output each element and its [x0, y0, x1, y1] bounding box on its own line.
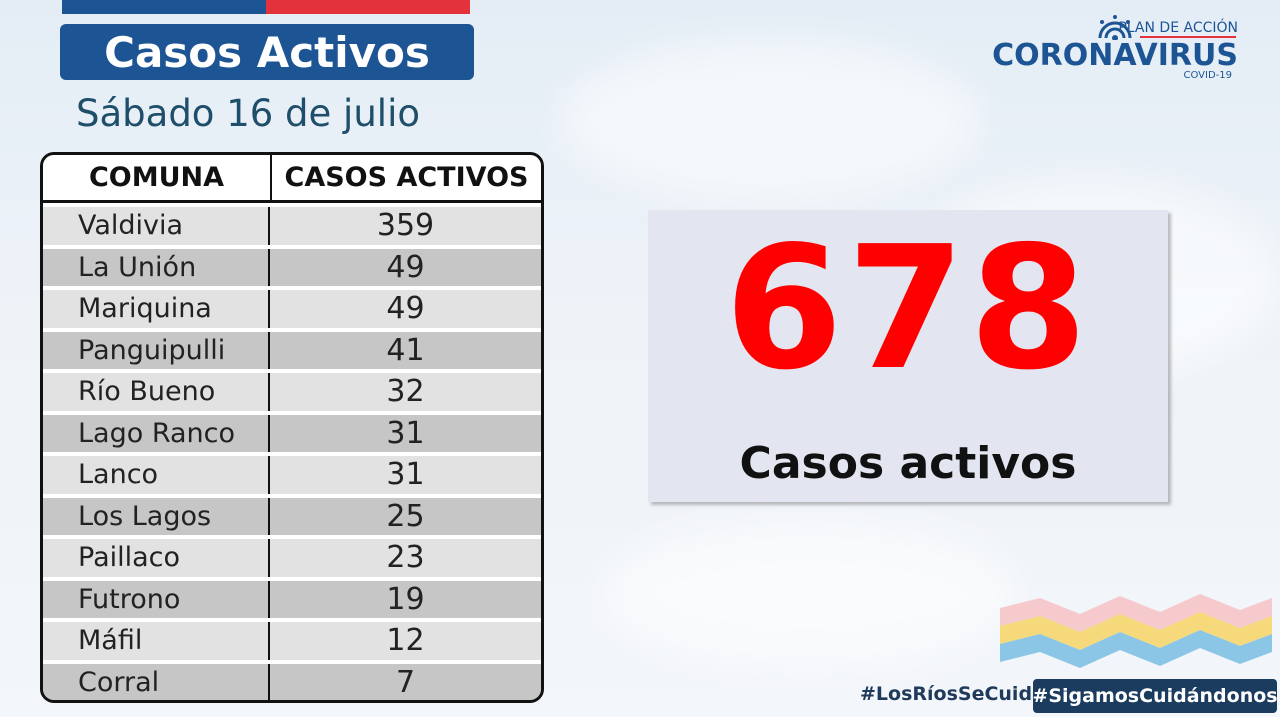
- casos-cell: 32: [386, 374, 425, 410]
- table-row: Valdivia 359: [43, 203, 541, 245]
- table-row: Máfil 12: [43, 618, 541, 660]
- hashtag-sigamos: #SigamosCuidándonos: [1032, 679, 1278, 713]
- comuna-cell: Futrono: [43, 580, 270, 618]
- logo-red-line: [1140, 36, 1236, 38]
- date-subtitle: Sábado 16 de julio: [76, 92, 420, 135]
- table-header: COMUNA CASOS ACTIVOS: [43, 155, 541, 203]
- casos-cell: 31: [386, 415, 425, 451]
- table-row: Futrono 19: [43, 576, 541, 618]
- table-body: Valdivia 359 La Unión 49 Mariquina 49 Panguipu…: [43, 203, 541, 700]
- comuna-cell: Río Bueno: [43, 373, 270, 411]
- table-row: Paillaco 23: [43, 535, 541, 577]
- table-row: Lanco 31: [43, 452, 541, 494]
- column-header-casos: CASOS ACTIVOS: [284, 162, 529, 193]
- comuna-cell: Mariquina: [43, 290, 270, 328]
- casos-cell: 31: [386, 457, 425, 493]
- casos-cell: 23: [386, 540, 425, 576]
- logo-sub-text: COVID-19: [1183, 70, 1232, 81]
- total-cases-card: 678 Casos activos: [648, 210, 1168, 502]
- logo-main-text: CORONAVIRUS: [992, 38, 1238, 73]
- comuna-cell: Lago Ranco: [43, 414, 270, 452]
- coronavirus-plan-logo: PLAN DE ACCIÓN CORONAVIRUS COVID-19: [992, 12, 1260, 82]
- active-cases-table: COMUNA CASOS ACTIVOS Valdivia 359 La Unión…: [40, 152, 544, 703]
- page-title: Casos Activos: [60, 24, 474, 80]
- stripe-red: [266, 0, 470, 14]
- comuna-cell: Paillaco: [43, 539, 270, 577]
- virus-icon: [1098, 15, 1132, 40]
- comuna-cell: La Unión: [43, 248, 270, 286]
- casos-cell: 359: [376, 208, 435, 244]
- comuna-cell: Lanco: [43, 456, 270, 494]
- table-row: La Unión 49: [43, 244, 541, 286]
- casos-cell: 25: [386, 498, 425, 534]
- casos-cell: 12: [386, 623, 425, 659]
- casos-cell: 49: [386, 291, 425, 327]
- total-cases-label: Casos activos: [739, 438, 1077, 489]
- casos-cell: 19: [386, 581, 425, 617]
- decorative-waves: [1000, 594, 1272, 668]
- comuna-cell: Máfil: [43, 622, 270, 660]
- table-row: Lago Ranco 31: [43, 410, 541, 452]
- table-row: Los Lagos 25: [43, 493, 541, 535]
- casos-cell: 49: [386, 249, 425, 285]
- comuna-cell: Corral: [43, 663, 270, 700]
- column-header-comuna: COMUNA: [43, 155, 272, 200]
- table-row: Río Bueno 32: [43, 369, 541, 411]
- stripe-blue: [62, 0, 266, 14]
- casos-cell: 7: [395, 664, 416, 700]
- casos-cell: 41: [386, 332, 425, 368]
- total-cases-number: 678: [724, 210, 1092, 408]
- comuna-cell: Panguipulli: [43, 331, 270, 369]
- logo-top-text: PLAN DE ACCIÓN: [1118, 20, 1238, 36]
- table-row: Panguipulli 41: [43, 327, 541, 369]
- hashtag-los-rios: #LosRíosSeCuida: [860, 683, 1045, 705]
- table-row: Mariquina 49: [43, 286, 541, 328]
- comuna-cell: Valdivia: [43, 207, 270, 245]
- table-row: Corral 7: [43, 659, 541, 700]
- comuna-cell: Los Lagos: [43, 497, 270, 535]
- top-stripe: [62, 0, 470, 14]
